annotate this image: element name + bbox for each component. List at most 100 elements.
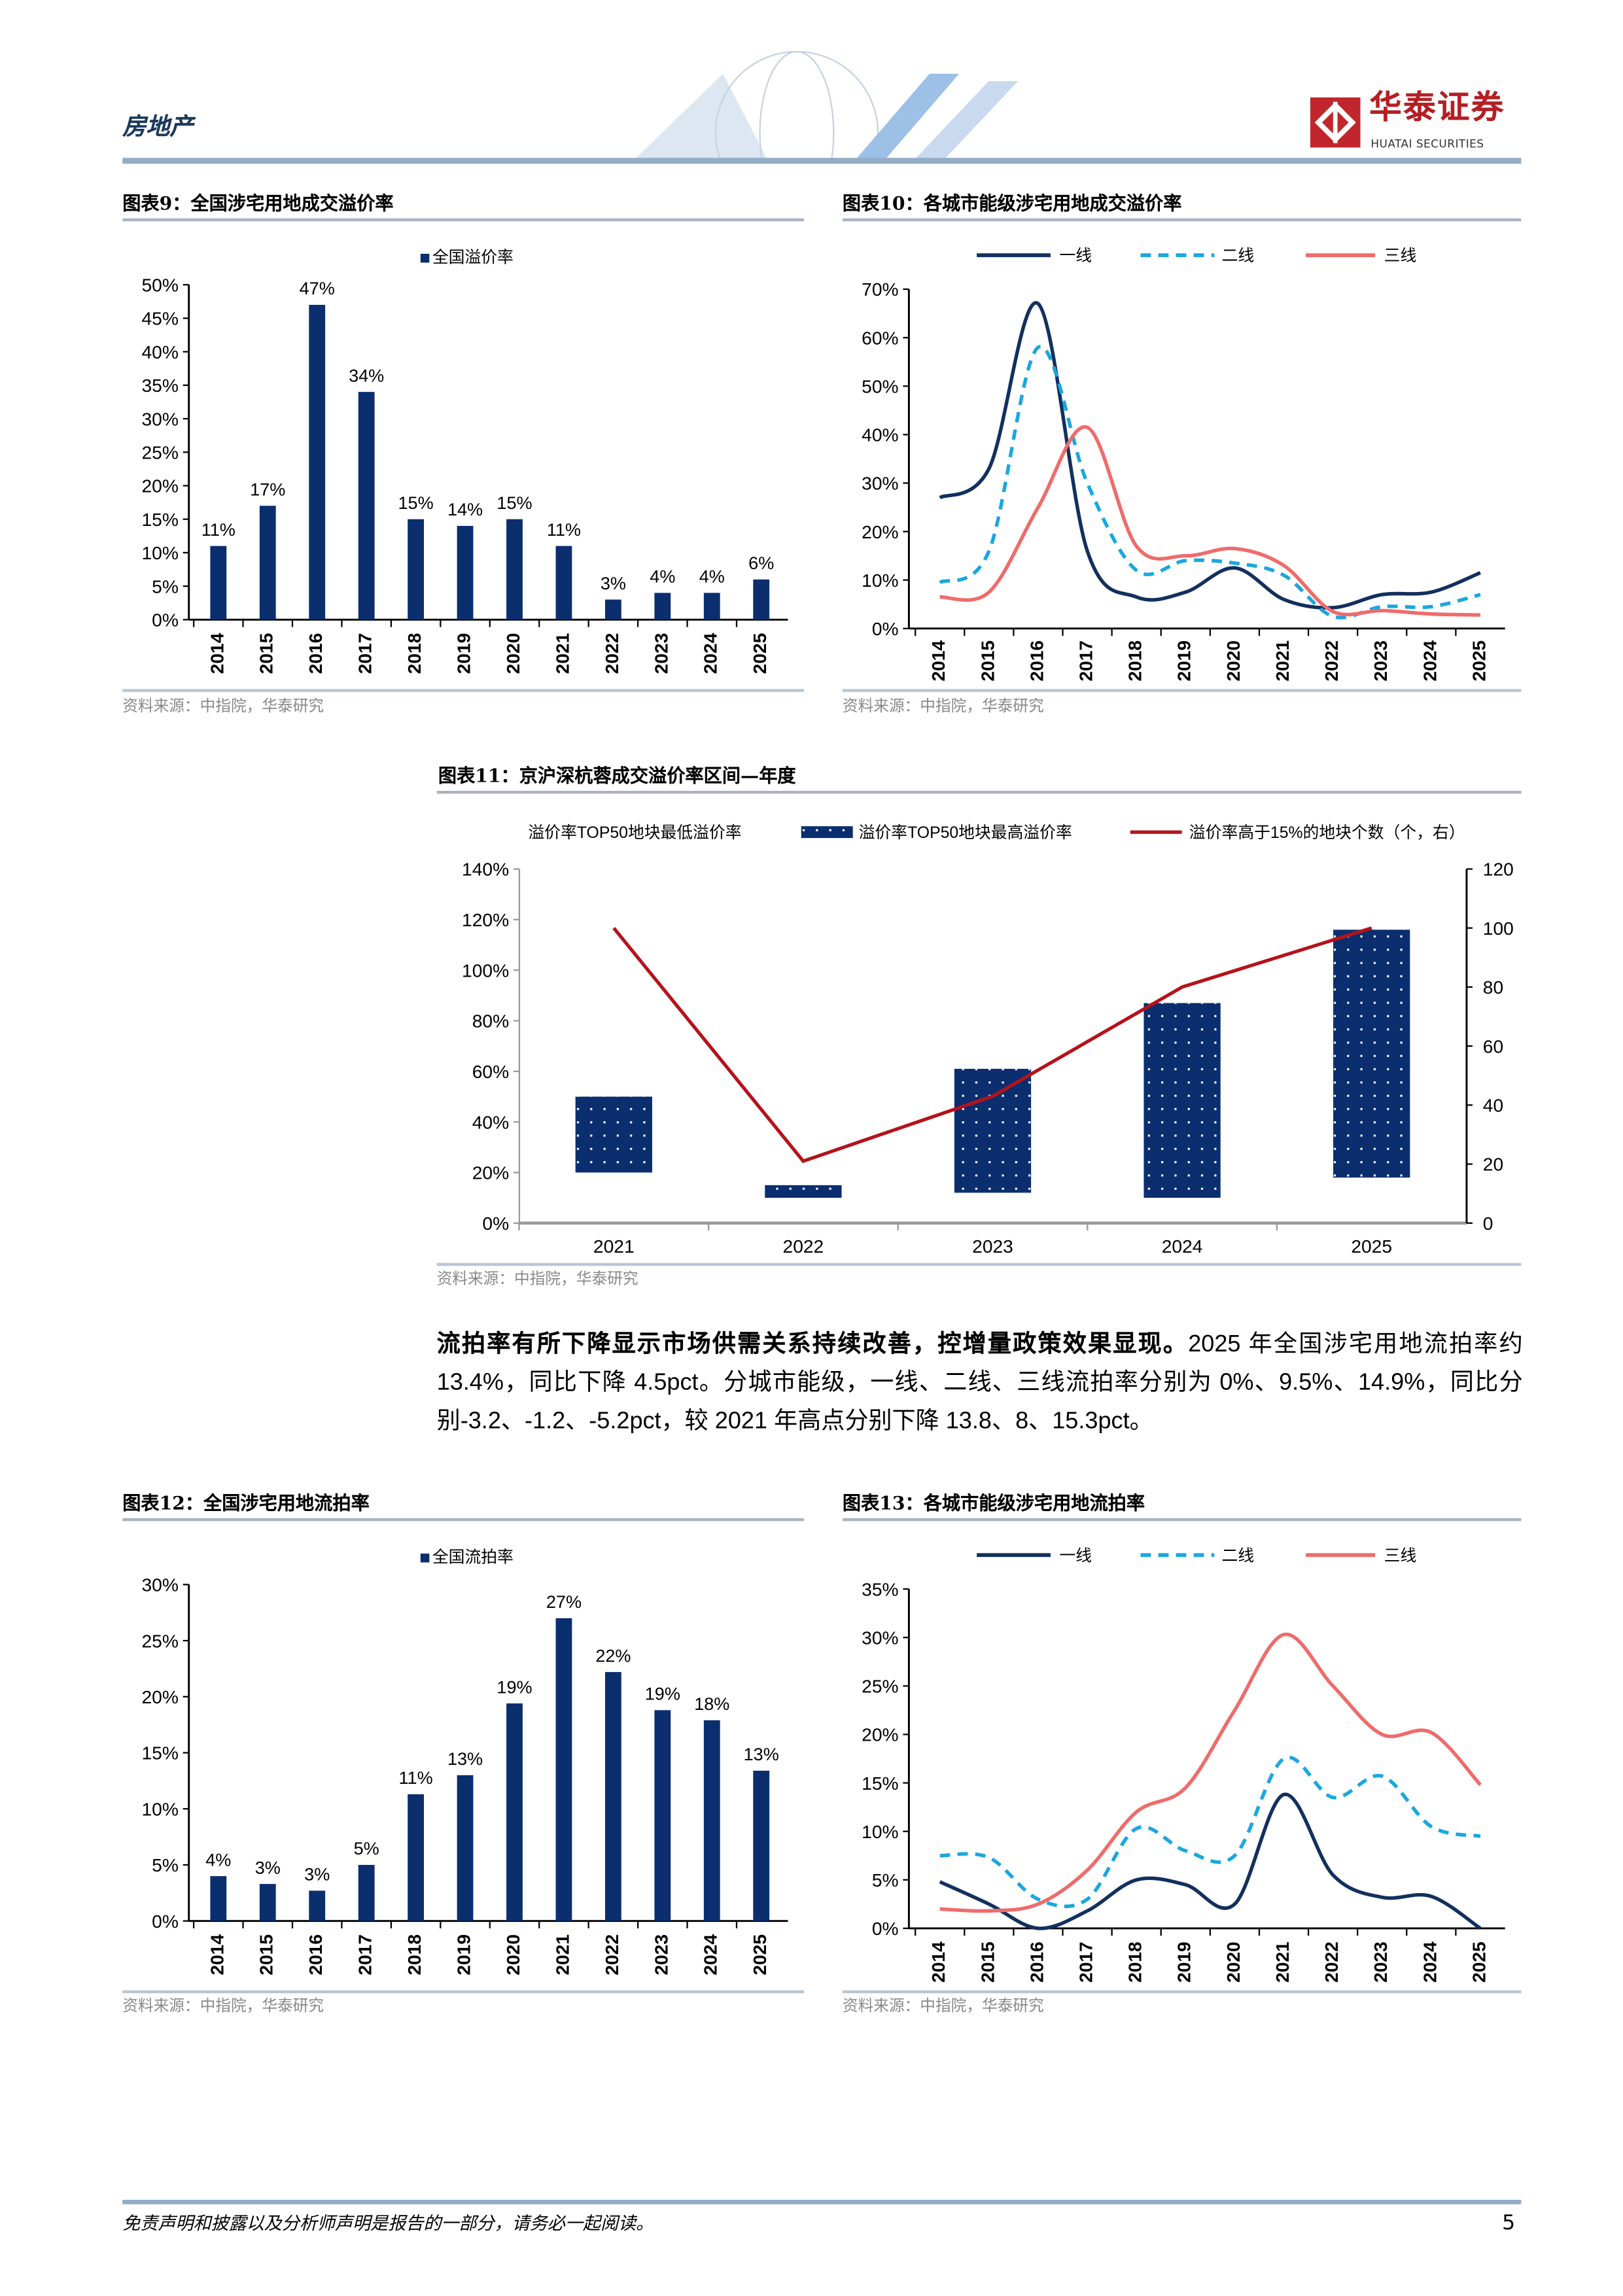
y-tick-label: 10%	[862, 570, 898, 591]
y-tick-label: 70%	[862, 279, 898, 300]
section-title: 房地产	[122, 112, 194, 141]
chart-13: 0% 5% 10% 15% 20% 25% 30% 35% 2014 2015 2016 2017 20…	[862, 1546, 1505, 1983]
legend-label-max: 溢价率TOP50地块最高溢价率	[859, 824, 1072, 842]
y-tick-label: 5%	[152, 1854, 179, 1875]
bar	[604, 1672, 621, 1921]
fig9-source-rule	[122, 689, 805, 692]
logo-text-en: HUATAI SECURITIES	[1370, 137, 1484, 151]
legend-label: 三线	[1384, 247, 1417, 265]
bar	[506, 1703, 523, 1921]
bar	[506, 519, 523, 620]
fig12-source: 资料来源：中指院，华泰研究	[122, 1997, 324, 2016]
y2-tick-label: 80	[1483, 977, 1503, 998]
legend-label: 一线	[1059, 247, 1092, 265]
y-tick-label: 10%	[862, 1821, 898, 1842]
y2-tick-label: 60	[1483, 1035, 1503, 1056]
data-label: 5%	[354, 1839, 379, 1858]
data-label: 11%	[547, 520, 581, 540]
count-line	[612, 926, 1372, 1164]
data-label: 15%	[398, 493, 434, 513]
y-tick-label: 30%	[862, 473, 898, 494]
x-tick-label: 2022	[601, 633, 622, 674]
data-label: 15%	[497, 493, 532, 513]
x-tick-label: 2019	[1174, 1941, 1195, 1983]
series-line-2	[939, 345, 1481, 619]
x-tick-label: 2025	[749, 633, 770, 674]
x-tick-label: 2014	[206, 633, 227, 674]
fig10-title: 图表10：各城市能级涉宅用地成交溢价率	[842, 192, 1182, 215]
data-label: 3%	[304, 1865, 330, 1885]
x-tick-label: 2022	[1321, 640, 1342, 682]
x-tick-label: 2015	[256, 633, 277, 674]
data-label: 4%	[699, 567, 725, 587]
footer-disclaimer: 免责声明和披露以及分析师声明是报告的一部分，请务必一起阅读。	[122, 2213, 654, 2234]
data-label: 18%	[694, 1694, 729, 1714]
logo-mark-icon	[1310, 97, 1361, 148]
chart-12: 0% 5% 10% 15% 20% 25% 30% 2014 2015 2016 2017 2018 2…	[141, 1548, 788, 1975]
data-label: 27%	[546, 1592, 582, 1612]
x-tick-label: 2023	[1370, 1941, 1391, 1983]
y-tick-label: 40%	[472, 1111, 509, 1132]
data-label: 34%	[349, 366, 384, 385]
y-tick-label: 35%	[141, 375, 178, 396]
bar	[555, 1618, 572, 1921]
bar	[259, 506, 276, 620]
data-label: 17%	[250, 479, 285, 499]
fig11-source: 资料来源：中指院，华泰研究	[436, 1270, 638, 1289]
legend-label: 全国流拍率	[432, 1548, 514, 1567]
x-tick-label: 2016	[305, 1934, 326, 1975]
y-tick-label: 80%	[472, 1011, 509, 1032]
range-bar	[954, 1068, 1032, 1193]
series-line-2	[939, 1755, 1481, 1909]
x-tick-label: 2023	[650, 1934, 671, 1975]
huatai-logo	[1310, 94, 1524, 153]
legend-label: 三线	[1384, 1546, 1417, 1565]
data-label: 3%	[601, 574, 626, 593]
x-tick-label: 2014	[928, 640, 949, 682]
x-tick-label: 2021	[593, 1236, 635, 1257]
y-tick-label: 0%	[152, 1911, 179, 1932]
bar	[358, 1864, 375, 1921]
x-tick-label: 2016	[305, 633, 326, 674]
y-tick-label: 30%	[141, 408, 178, 429]
x-tick-label: 2017	[355, 633, 375, 674]
x-tick-label: 2018	[1125, 640, 1145, 682]
y-tick-label: 120%	[462, 909, 509, 930]
y-tick-label: 10%	[141, 542, 178, 563]
bar	[358, 392, 375, 620]
x-tick-label: 2019	[1174, 640, 1195, 682]
bar	[753, 1770, 770, 1921]
bar	[703, 1720, 720, 1921]
legend-label-min: 溢价率TOP50地块最低溢价率	[528, 824, 741, 842]
y-tick-label: 60%	[472, 1061, 509, 1082]
y-tick-label: 0%	[872, 618, 899, 639]
fig12-title: 图表12：全国涉宅用地流拍率	[122, 1491, 370, 1514]
x-tick-label: 2019	[453, 633, 474, 674]
x-tick-label: 2023	[972, 1236, 1013, 1257]
y-tick-label: 35%	[862, 1578, 898, 1599]
x-tick-label: 2022	[783, 1236, 824, 1257]
body-paragraph: 流拍率有所下降显示市场供需关系持续改善，控增量政策效果显现。2025 年全国涉宅…	[437, 1327, 1523, 1442]
fig12-title-rule	[122, 1518, 805, 1521]
chart-9: 0% 5% 10% 15% 20% 25% 30% 35% 40% 45% 50% 2014 2015 2…	[141, 248, 788, 674]
fig11-source-rule	[436, 1262, 1522, 1266]
legend-label: 全国溢价率	[432, 248, 514, 266]
x-tick-label: 2022	[601, 1934, 622, 1975]
fig11-title: 图表11：京沪深杭蓉成交溢价率区间—年度	[438, 764, 796, 787]
x-tick-label: 2015	[256, 1934, 277, 1975]
x-tick-label: 2023	[650, 633, 671, 674]
data-label: 6%	[748, 553, 774, 573]
x-tick-label: 2021	[551, 633, 572, 674]
y2-tick-label: 40	[1483, 1095, 1503, 1116]
x-tick-label: 2014	[928, 1941, 949, 1983]
x-tick-label: 2021	[1272, 640, 1293, 682]
y-tick-label: 0%	[152, 609, 179, 630]
legend-label: 一线	[1059, 1546, 1092, 1565]
chart-11: 0% 20% 40% 60% 80% 100% 120% 140% 2021 2022 2023 20…	[462, 824, 1514, 1257]
x-tick-label: 2025	[1468, 640, 1489, 682]
header-rule	[122, 158, 1522, 164]
x-tick-label: 2016	[1026, 640, 1047, 682]
y-tick-label: 20%	[862, 1724, 898, 1745]
x-tick-label: 2020	[1223, 1941, 1244, 1983]
